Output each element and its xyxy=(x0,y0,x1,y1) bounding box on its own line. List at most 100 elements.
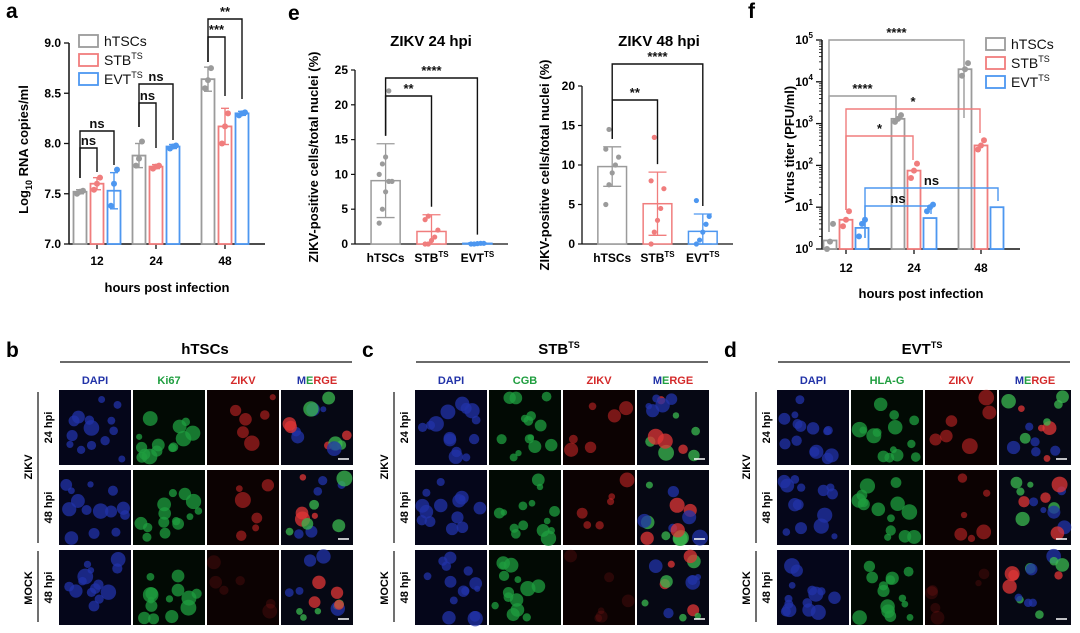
bar xyxy=(234,112,250,245)
cell-signal xyxy=(93,579,104,590)
cell-signal xyxy=(496,434,507,445)
cell-signal xyxy=(520,414,529,423)
cell-signal xyxy=(415,498,430,513)
cell-signal xyxy=(907,529,922,544)
cell-signal xyxy=(907,439,916,449)
chart-e-24hpi: ZIKV 24 hpi 0 5 10 15 20 25 ZIKV-positive cells… xyxy=(306,33,508,265)
y-tick-label: 15 xyxy=(562,119,576,133)
cell-signal xyxy=(86,440,97,451)
cell-signal xyxy=(194,507,203,515)
cell-signal xyxy=(138,611,151,625)
bar xyxy=(89,182,105,245)
y-tick-label: 104 xyxy=(795,73,813,89)
data-point xyxy=(693,241,700,247)
cell-signal xyxy=(336,470,353,487)
cell-signal xyxy=(1029,497,1039,507)
data-point xyxy=(693,197,700,204)
sig-a-12-evt-label: ns xyxy=(89,116,104,131)
cell-signal xyxy=(790,475,800,484)
cell-signal xyxy=(471,415,481,425)
cell-signal xyxy=(604,572,615,583)
sig-f-stb-48-line xyxy=(845,108,981,210)
cell-signal xyxy=(92,503,109,519)
cell-signal xyxy=(683,549,698,564)
x-tick-label: 24 xyxy=(149,254,163,268)
cell-signal xyxy=(679,613,687,622)
category-name: EVT xyxy=(686,251,710,265)
sig-f-htsc-48-label: **** xyxy=(886,25,907,40)
cell-signal xyxy=(828,591,841,604)
data-point xyxy=(856,233,862,240)
cell-signal xyxy=(1049,556,1059,566)
y-tick-label: 15 xyxy=(335,133,349,147)
cell-signal xyxy=(434,498,448,513)
cell-signal xyxy=(885,525,896,536)
cell-signal xyxy=(1025,563,1038,576)
cell-signal xyxy=(76,445,86,455)
data-point xyxy=(914,160,920,167)
cell-signal xyxy=(898,594,907,602)
legend-superscript: TS xyxy=(131,51,143,61)
cell-signal xyxy=(925,586,939,600)
y-tick-label: 20 xyxy=(335,98,349,112)
cell-signal xyxy=(584,441,597,454)
cell-signal xyxy=(308,596,321,609)
column-label-merge: MERGE xyxy=(653,375,693,387)
group-label: ZIKV xyxy=(379,454,391,480)
cell-signal xyxy=(252,524,260,532)
cell-signal xyxy=(583,521,592,529)
cell-signal xyxy=(235,485,243,493)
x-tick-label: EVTTS xyxy=(686,250,720,265)
cell-signal xyxy=(1015,511,1030,527)
bar xyxy=(72,190,88,245)
cell-signal xyxy=(852,610,867,625)
cell-signal xyxy=(1001,393,1016,409)
tick-exponent: 2 xyxy=(809,156,814,165)
cell-signal xyxy=(531,473,545,487)
cell-signal xyxy=(462,453,471,462)
cell-signal xyxy=(863,560,876,572)
x-tick-label: 48 xyxy=(218,254,232,268)
cell-signal xyxy=(658,444,675,461)
legend-series-name: STB xyxy=(104,52,131,68)
merge-rge: RGE xyxy=(313,375,337,387)
column-label: Ki67 xyxy=(157,375,180,387)
category-superscript: TS xyxy=(709,250,720,259)
data-point xyxy=(965,60,971,67)
cell-signal xyxy=(463,566,473,576)
y-tick-label: 7.5 xyxy=(44,187,61,201)
data-point xyxy=(706,213,712,219)
chart-a: 7.0 7.5 8.0 8.5 9.0 Log10 RNA copies/ml 12 24 48… xyxy=(16,4,265,295)
cell-signal xyxy=(295,586,304,595)
chart-e-48hpi: ZIKV 48 hpi 0 5 10 15 20 ZIKV-positive cells/t… xyxy=(537,33,733,270)
cell-signal xyxy=(534,419,547,432)
cell-signal xyxy=(178,487,192,501)
cell-signal xyxy=(648,559,663,574)
data-point xyxy=(703,221,709,227)
cell-signal xyxy=(444,575,457,588)
data-point xyxy=(435,227,441,233)
legend-series-name: STB xyxy=(1011,55,1038,71)
cell-signal xyxy=(165,609,179,624)
chart-title: ZIKV 24 hpi xyxy=(390,33,472,50)
y-axis-label: ZIKV-positive cells/total nuclei (%) xyxy=(306,52,321,263)
cell-signal xyxy=(503,557,519,573)
x-tick-label: EVTTS xyxy=(461,250,495,265)
ylabel-rest: RNA copies/ml xyxy=(16,85,31,180)
sig-f-evt-48-label: ns xyxy=(924,173,939,188)
cell-signal xyxy=(903,566,914,577)
cell-signal xyxy=(694,612,702,620)
cell-signal xyxy=(87,481,94,488)
cell-signal xyxy=(260,410,270,420)
cell-signal xyxy=(313,486,323,496)
cell-signal xyxy=(509,593,524,607)
cell-signal xyxy=(1050,526,1065,540)
column-label: ZIKV xyxy=(948,375,974,387)
cell-signal xyxy=(885,575,896,585)
panel-title: STBTS xyxy=(538,340,580,358)
cell-signal xyxy=(795,522,807,535)
cell-signal xyxy=(284,588,294,597)
cell-signal xyxy=(794,420,807,432)
legend-swatch-STB xyxy=(78,53,99,67)
cell-signal xyxy=(468,433,480,445)
